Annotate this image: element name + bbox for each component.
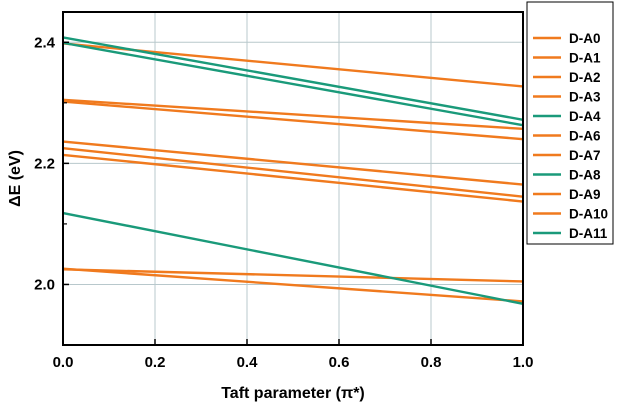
series-line-d-a8 bbox=[62, 41, 524, 127]
x-tick-label: 1.0 bbox=[513, 354, 534, 371]
plot-frame bbox=[62, 11, 524, 346]
y-tick-label: 2.4 bbox=[34, 34, 56, 51]
legend: D-A0 D-A1 D-A2 D-A3 D-A4 D-A6 D-A7 D-A8 D-A9 D-A1… bbox=[526, 1, 614, 245]
legend-label: D-A11 bbox=[569, 226, 608, 241]
series-line-d-a7 bbox=[62, 153, 524, 203]
legend-label: D-A10 bbox=[569, 207, 608, 222]
legend-box bbox=[526, 1, 614, 245]
series-line-d-a6 bbox=[62, 147, 524, 198]
x-tick-label: 0.6 bbox=[329, 354, 350, 371]
y-tick-label: 2.2 bbox=[34, 155, 55, 172]
series-line-d-a3 bbox=[62, 140, 524, 186]
x-tick-label: 0.0 bbox=[53, 354, 74, 371]
x-axis-title: Taft parameter (π*) bbox=[221, 385, 365, 402]
y-tick-label: 2.0 bbox=[34, 276, 55, 293]
series-line-d-a4 bbox=[62, 36, 524, 121]
x-tick-label: 0.4 bbox=[237, 354, 259, 371]
series-line-d-a2 bbox=[62, 100, 524, 141]
series-line-d-a10 bbox=[62, 267, 524, 303]
legend-label: D-A0 bbox=[569, 31, 601, 46]
series-line-d-a9 bbox=[62, 268, 524, 283]
legend-label: D-A1 bbox=[569, 51, 601, 66]
x-tick-label: 0.8 bbox=[421, 354, 442, 371]
series-lines bbox=[62, 36, 524, 306]
series-line-d-a11 bbox=[62, 211, 524, 306]
x-tick-label: 0.2 bbox=[145, 354, 166, 371]
legend-label: D-A6 bbox=[569, 129, 601, 144]
legend-label: D-A8 bbox=[569, 168, 601, 183]
y-axis-title: ΔE (eV) bbox=[7, 150, 24, 207]
series-line-d-a1 bbox=[62, 98, 524, 131]
axis-ticks: 0.0 0.2 0.4 0.6 0.8 1.0 2.0 2.2 2.4 bbox=[34, 34, 533, 371]
legend-label: D-A4 bbox=[569, 109, 601, 124]
legend-label: D-A7 bbox=[569, 148, 601, 163]
legend-label: D-A9 bbox=[569, 187, 601, 202]
legend-label: D-A3 bbox=[569, 90, 601, 105]
legend-label: D-A2 bbox=[569, 70, 601, 85]
